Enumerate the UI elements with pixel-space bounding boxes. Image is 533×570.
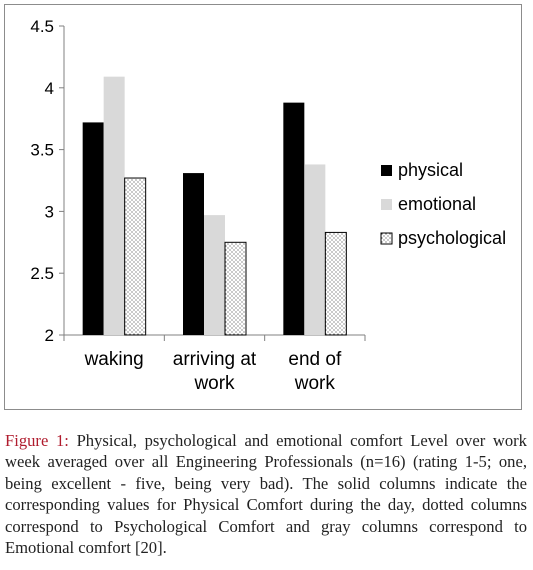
bar-emotional (304, 164, 326, 335)
figure-caption: Figure 1: Physical, psychological and em… (5, 430, 527, 558)
bar-psychological (324, 231, 347, 336)
bar-emotional (103, 76, 125, 336)
y-tick-label: 3.5 (30, 141, 54, 160)
legend-label-emotional: emotional (398, 194, 476, 214)
bar-emotional (204, 215, 225, 335)
bar-physical (82, 122, 104, 336)
chart-frame: 2 2.5 3 3.5 4 4.5 waking arriving at work end of w… (4, 4, 522, 410)
legend-label-physical: physical (398, 160, 463, 180)
y-tick-label: 2.5 (30, 264, 54, 283)
y-tick-label: 2 (45, 326, 54, 345)
caption-label: Figure 1: (5, 431, 69, 450)
category-label: waking (84, 349, 144, 370)
bar-physical (183, 173, 204, 335)
category-label: arriving at (173, 349, 257, 370)
legend-swatch-physical (381, 165, 392, 176)
y-tick-label: 4 (45, 79, 54, 98)
y-tick-label: 4.5 (30, 17, 54, 36)
legend-swatch-psychological (380, 232, 393, 245)
category-label: work (193, 373, 235, 394)
legend: physical emotional psychological (380, 160, 506, 248)
category-label: end of (288, 349, 342, 370)
category-label: work (294, 373, 336, 394)
bar-physical (283, 102, 305, 335)
y-tick-label: 3 (45, 202, 54, 221)
bar-psychological (124, 177, 147, 336)
caption-text: Physical, psychological and emotional co… (5, 431, 527, 558)
bar-psychological (224, 241, 247, 336)
bar-chart: 2 2.5 3 3.5 4 4.5 waking arriving at work end of w… (30, 17, 506, 394)
legend-swatch-emotional (381, 199, 392, 210)
legend-label-psychological: psychological (398, 228, 506, 248)
